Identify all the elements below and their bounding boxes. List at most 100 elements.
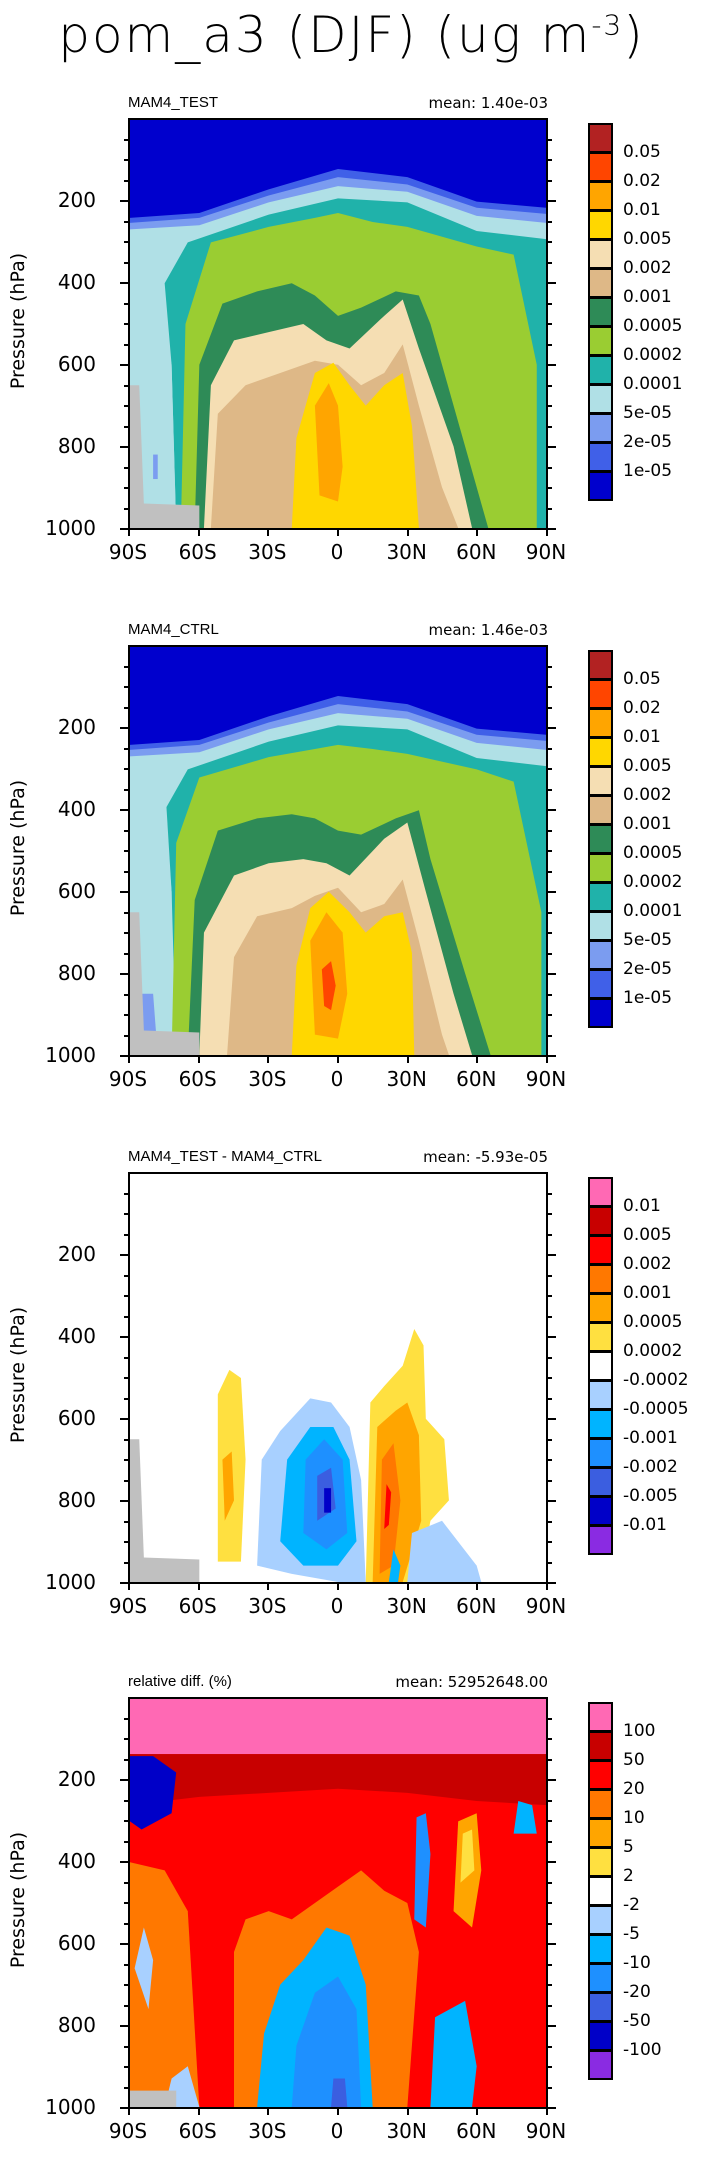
colorbar-swatch	[588, 239, 613, 269]
y-tick-label: 400	[57, 797, 96, 821]
x-tick-label: 60S	[178, 2119, 217, 2143]
contour-region	[314, 383, 343, 502]
y-tick	[120, 1500, 128, 1502]
contour-region	[414, 1813, 431, 1928]
y-minor-tick	[124, 487, 128, 489]
y-tick-label: 1000	[45, 1043, 96, 1067]
y-tick	[548, 727, 556, 729]
y-minor-tick	[124, 768, 128, 770]
x-tick-label: 60N	[456, 1067, 497, 1091]
colorbar-swatch	[588, 1467, 613, 1497]
y-tick	[120, 1779, 128, 1781]
colorbar-swatch	[588, 1409, 613, 1439]
y-minor-tick	[124, 2066, 128, 2068]
y-tick	[120, 528, 128, 530]
colorbar-swatch	[588, 1760, 613, 1790]
x-tick-label: 90S	[108, 1594, 148, 1618]
y-minor-tick	[124, 1233, 128, 1236]
colorbar-label: 0.0002	[623, 1341, 683, 1361]
y-minor-tick	[124, 932, 128, 934]
colorbar-swatch	[588, 2021, 613, 2051]
y-minor-tick	[124, 1459, 128, 1461]
colorbar-label: 0.001	[623, 287, 672, 307]
x-tick	[267, 528, 270, 536]
y-tick-label: 200	[57, 715, 96, 739]
y-tick	[120, 2025, 128, 2027]
colorbar-swatch	[588, 1876, 613, 1906]
y-tick	[120, 1055, 128, 1057]
y-minor-tick	[124, 870, 128, 873]
colorbar-swatch	[588, 1525, 613, 1555]
colorbar-label: 5e-05	[623, 930, 673, 950]
contour-region	[324, 1488, 332, 1513]
y-minor-tick	[548, 1034, 552, 1037]
x-tick	[128, 1055, 130, 1063]
colorbar-swatch	[588, 123, 613, 153]
y-minor-tick	[548, 2004, 552, 2007]
colorbar-label: 5	[623, 1837, 634, 1857]
x-tick	[197, 2107, 200, 2115]
y-tick	[548, 2107, 556, 2109]
colorbar-swatch	[588, 384, 613, 414]
y-minor-tick	[548, 384, 552, 387]
y-tick	[120, 1336, 128, 1338]
y-tick-label: 600	[57, 352, 96, 376]
colorbar-label: 0.005	[623, 1225, 672, 1245]
y-minor-tick	[124, 788, 128, 791]
y-tick	[548, 1055, 556, 1057]
x-tick	[406, 2107, 409, 2115]
y-tick	[548, 1254, 556, 1256]
y-minor-tick	[548, 686, 552, 688]
x-tick	[337, 1055, 339, 1063]
y-minor-tick	[124, 1820, 128, 1822]
y-tick-label: 600	[57, 1931, 96, 1955]
x-tick	[476, 1582, 479, 1590]
y-minor-tick	[124, 665, 128, 668]
y-minor-tick	[548, 1758, 552, 1761]
colorbar-swatch	[588, 882, 613, 912]
y-minor-tick	[124, 466, 128, 469]
y-tick-label: 800	[57, 2013, 96, 2037]
y-tick-label: 400	[57, 270, 96, 294]
y-tick-label: 1000	[45, 1570, 96, 1594]
colorbar-swatch	[588, 181, 613, 211]
x-tick-label: 30N	[386, 540, 427, 564]
x-tick-label: 30N	[386, 1067, 427, 1091]
colorbar-label: 5e-05	[623, 403, 673, 423]
y-minor-tick	[548, 1233, 552, 1236]
y-minor-tick	[124, 1438, 128, 1441]
y-minor-tick	[548, 466, 552, 469]
x-tick-label: 90S	[108, 540, 148, 564]
y-minor-tick	[548, 405, 552, 407]
y-minor-tick	[548, 1738, 552, 1740]
x-tick-label: 90S	[108, 1067, 148, 1091]
y-minor-tick	[548, 343, 552, 346]
y-minor-tick	[124, 2086, 128, 2089]
missing-data-region	[130, 2090, 177, 2107]
y-minor-tick	[548, 1799, 552, 1802]
contour-region	[384, 1484, 392, 1529]
colorbar-swatch	[588, 1322, 613, 1352]
y-tick	[548, 282, 556, 284]
contour-region	[130, 1756, 177, 1830]
y-tick-label: 200	[57, 1767, 96, 1791]
x-tick-label: 30S	[248, 2119, 287, 2143]
y-minor-tick	[548, 1397, 552, 1400]
x-tick	[337, 1582, 339, 1590]
colorbar-label: -20	[623, 1982, 651, 2002]
colorbar-swatch	[588, 1789, 613, 1819]
contour-region	[130, 1862, 200, 2107]
panel-mean: mean: 1.46e-03	[428, 621, 549, 639]
colorbar-swatch	[588, 911, 613, 941]
y-minor-tick	[548, 241, 552, 243]
x-tick	[476, 2107, 479, 2115]
x-tick	[406, 1055, 409, 1063]
y-tick	[120, 809, 128, 811]
y-minor-tick	[548, 932, 552, 934]
colorbar-swatch	[588, 1731, 613, 1761]
y-minor-tick	[124, 1902, 128, 1904]
colorbar-swatch	[588, 413, 613, 443]
y-minor-tick	[548, 911, 552, 914]
y-minor-tick	[124, 1717, 128, 1720]
colorbar-label: 0.0002	[623, 872, 683, 892]
